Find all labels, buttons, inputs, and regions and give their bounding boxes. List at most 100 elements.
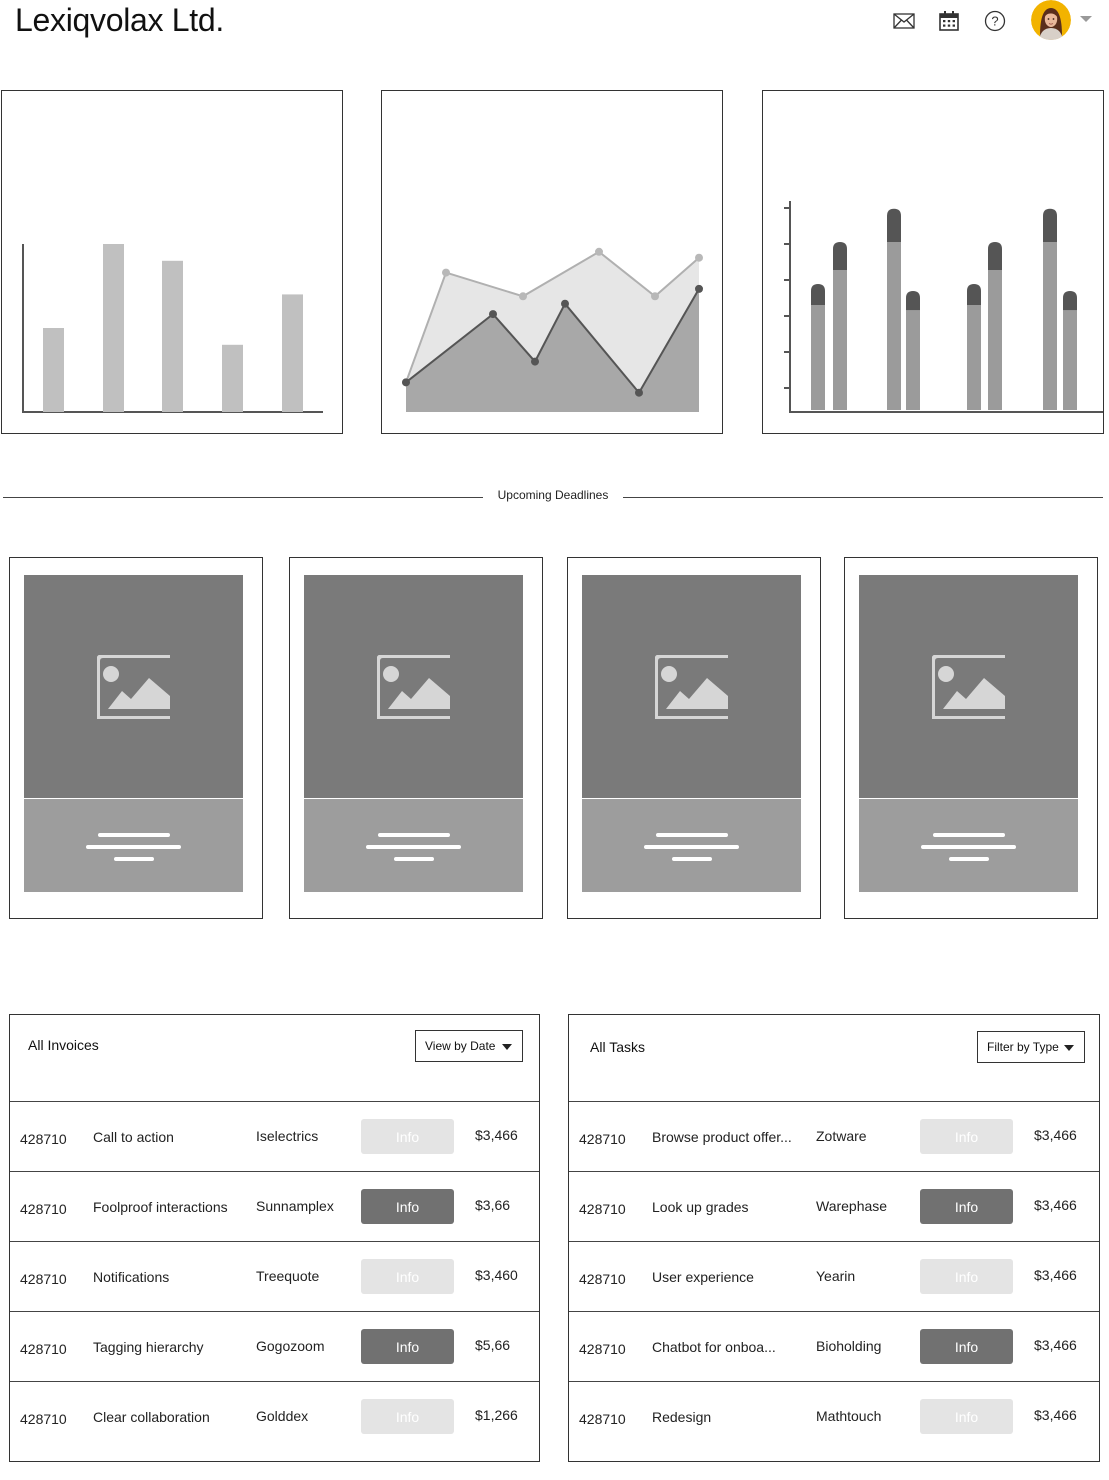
table-row: 428710 Foolproof interactions Sunnamplex…	[10, 1171, 539, 1241]
bar-segment	[906, 310, 920, 410]
view-by-date-dropdown[interactable]: View by Date	[415, 1030, 523, 1062]
caption-line	[86, 845, 181, 849]
row-id: 428710	[579, 1271, 626, 1287]
bar-segment	[1043, 242, 1057, 410]
bar	[43, 328, 64, 412]
bar-chart	[1, 90, 343, 434]
series-line	[405, 250, 700, 383]
invoices-title: All Invoices	[28, 1037, 99, 1053]
data-point	[651, 292, 659, 301]
data-point	[561, 299, 569, 308]
row-company: Zotware	[816, 1128, 867, 1144]
deadline-card[interactable]	[289, 557, 543, 919]
row-id: 428710	[579, 1341, 626, 1357]
card-image	[304, 575, 523, 798]
row-company: Golddex	[256, 1408, 309, 1424]
area-chart-plot	[402, 247, 703, 412]
data-point	[695, 284, 703, 293]
divider-line-right	[623, 497, 1103, 498]
row-name: Call to action	[93, 1129, 174, 1145]
bar	[222, 344, 243, 412]
filter-by-type-dropdown[interactable]: Filter by Type	[977, 1031, 1085, 1063]
caret-down-icon	[1064, 1045, 1074, 1051]
section-title: Upcoming Deadlines	[497, 488, 609, 502]
dropdown-label: Filter by Type	[987, 1040, 1059, 1054]
row-company: Gogozoom	[256, 1338, 325, 1354]
row-amount: $3,466	[1034, 1197, 1077, 1213]
area-chart	[381, 90, 723, 434]
row-amount: $3,466	[1034, 1127, 1077, 1143]
bar-segment	[811, 284, 825, 305]
bar	[162, 260, 183, 412]
row-amount: $3,466	[1034, 1407, 1077, 1423]
image-placeholder-icon	[376, 654, 450, 719]
info-button[interactable]: Info	[361, 1119, 454, 1154]
info-button[interactable]: Info	[920, 1119, 1013, 1154]
info-button[interactable]: Info	[361, 1259, 454, 1294]
table-row: 428710 Clear collaboration Golddex Info …	[10, 1381, 539, 1451]
caption-line	[672, 857, 712, 861]
card-image	[24, 575, 243, 798]
caption-line	[921, 845, 1016, 849]
info-button[interactable]: Info	[920, 1259, 1013, 1294]
bar-segment	[833, 242, 847, 270]
row-company: Yearin	[816, 1268, 856, 1284]
chart-axis	[789, 201, 1103, 413]
info-button[interactable]: Info	[361, 1399, 454, 1434]
bar-segment	[1063, 291, 1077, 311]
row-company: Treequote	[256, 1268, 320, 1284]
chevron-down-icon[interactable]	[1079, 14, 1093, 24]
deadline-card[interactable]	[567, 557, 821, 919]
card-caption	[304, 799, 523, 892]
bar-segment	[906, 291, 920, 311]
info-button[interactable]: Info	[361, 1329, 454, 1364]
company-title: Lexiqvolax Ltd.	[15, 2, 224, 38]
image-placeholder-icon	[96, 654, 170, 719]
row-name: Look up grades	[652, 1199, 749, 1215]
row-amount: $3,466	[1034, 1337, 1077, 1353]
caption-line	[656, 833, 728, 837]
deadline-card[interactable]	[844, 557, 1098, 919]
row-id: 428710	[579, 1201, 626, 1217]
row-id: 428710	[20, 1411, 67, 1427]
row-id: 428710	[579, 1411, 626, 1427]
table-row: 428710 User experience Yearin Info $3,46…	[569, 1241, 1099, 1311]
table-row: 428710 Browse product offer... Zotware I…	[569, 1101, 1099, 1171]
caret-down-icon	[502, 1044, 512, 1050]
caption-line	[98, 833, 170, 837]
table-row: 428710 Look up grades Warephase Info $3,…	[569, 1171, 1099, 1241]
image-placeholder-icon	[654, 654, 728, 719]
avatar[interactable]	[1031, 0, 1071, 40]
card-image	[582, 575, 801, 798]
help-icon[interactable]: ?	[983, 9, 1007, 33]
deadline-card[interactable]	[9, 557, 263, 919]
row-id: 428710	[20, 1131, 67, 1147]
info-button[interactable]: Info	[920, 1329, 1013, 1364]
data-point	[519, 292, 527, 301]
row-id: 428710	[20, 1271, 67, 1287]
row-amount: $1,266	[475, 1407, 518, 1423]
invoices-panel: All Invoices View by Date 428710 Call to…	[9, 1014, 540, 1462]
envelope-icon[interactable]	[892, 9, 916, 33]
row-company: Warephase	[816, 1198, 888, 1214]
row-amount: $3,466	[1034, 1267, 1077, 1283]
bar-segment	[887, 242, 901, 410]
caption-line	[394, 857, 434, 861]
info-button[interactable]: Info	[361, 1189, 454, 1224]
info-button[interactable]: Info	[920, 1189, 1013, 1224]
info-button[interactable]: Info	[920, 1399, 1013, 1434]
calendar-icon[interactable]	[937, 9, 961, 33]
area-series	[406, 288, 699, 412]
data-point	[442, 268, 450, 277]
row-company: Mathtouch	[816, 1408, 882, 1424]
data-point	[595, 247, 603, 256]
data-point	[635, 388, 643, 397]
row-amount: $3,466	[475, 1127, 518, 1143]
tasks-panel: All Tasks Filter by Type 428710 Browse p…	[568, 1014, 1100, 1462]
stacked-bar-chart-plot	[784, 201, 1103, 413]
row-amount: $5,66	[475, 1337, 511, 1353]
bar-segment	[887, 208, 901, 242]
data-point	[402, 378, 410, 387]
data-point	[531, 357, 539, 366]
table-row: 428710 Call to action Iselectrics Info $…	[10, 1101, 539, 1171]
